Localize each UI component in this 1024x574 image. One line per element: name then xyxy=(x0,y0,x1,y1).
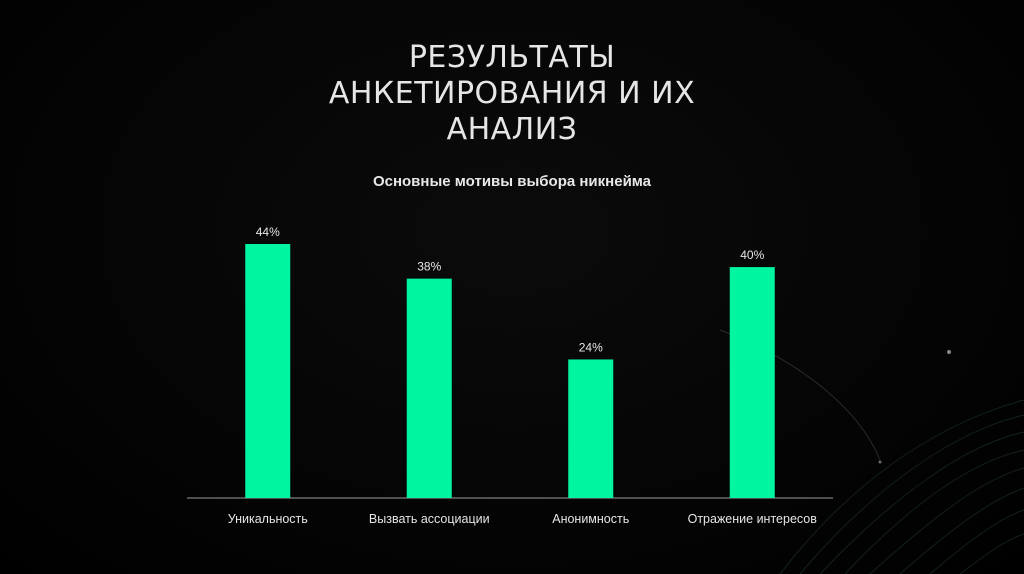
category-label-2: Вызвать ассоциации xyxy=(369,512,490,526)
bar-1 xyxy=(245,244,291,498)
data-label-2: 38% xyxy=(417,260,441,274)
slide-title-line-3: АНАЛИЗ xyxy=(446,112,578,147)
bar-2 xyxy=(406,278,452,498)
data-label-3: 24% xyxy=(579,340,603,354)
category-label-3: Анонимность xyxy=(552,512,629,526)
slide-title: РЕЗУЛЬТАТЫ АНКЕТИРОВАНИЯ И ИХ АНАЛИЗ xyxy=(0,40,1024,148)
data-label-1: 44% xyxy=(256,225,280,239)
category-label-1: Уникальность xyxy=(228,512,308,526)
category-label-4: Отражение интересов xyxy=(688,512,818,526)
slide-title-line-1: РЕЗУЛЬТАТЫ xyxy=(408,40,616,75)
chart-title: Основные мотивы выбора никнейма xyxy=(372,173,652,190)
bar-4 xyxy=(729,267,775,498)
slide-title-line-2: АНКЕТИРОВАНИЯ И ИХ xyxy=(328,76,696,111)
bar-3 xyxy=(568,359,614,498)
data-label-4: 40% xyxy=(740,248,764,262)
